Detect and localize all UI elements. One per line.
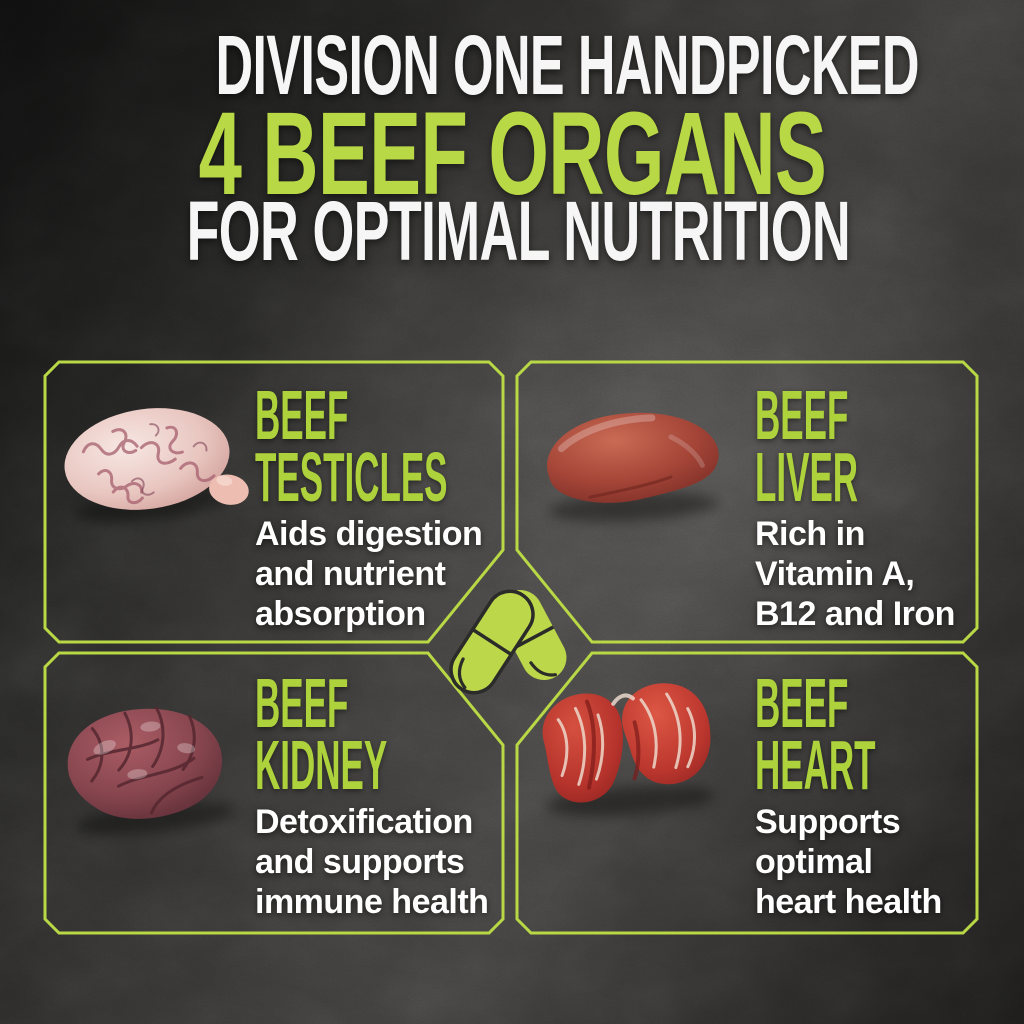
heading-line: KIDNEY xyxy=(255,726,388,804)
description-line: Rich in xyxy=(755,515,865,553)
panel-description-beef-heart: Supports optimal heart health xyxy=(755,802,1015,922)
description-line: B12 and Iron xyxy=(755,595,955,633)
description-line: and nutrient xyxy=(255,555,446,593)
capsule-pills-icon xyxy=(449,589,567,695)
panel-border-beef-testicles xyxy=(43,360,505,644)
panel-heading-beef-liver: BEEF LIVER xyxy=(755,376,1015,516)
description-line: Aids digestion xyxy=(255,515,483,553)
panel-border-beef-kidney xyxy=(43,651,505,935)
description-line: and supports xyxy=(255,843,465,881)
panel-heading-beef-kidney: BEEF KIDNEY xyxy=(255,664,515,804)
description-line: absorption xyxy=(255,595,426,633)
title-line-1: DIVISION ONE HANDPICKED xyxy=(215,18,920,112)
description-line: Detoxification xyxy=(255,803,473,841)
panel-beef-heart-copy: BEEF HEART Supports optimal heart health xyxy=(755,664,1015,922)
panel-border-beef-heart xyxy=(515,651,979,935)
description-line: immune health xyxy=(255,883,489,921)
panel-heading-beef-heart: BEEF HEART xyxy=(755,664,1015,804)
description-line: heart health xyxy=(755,883,942,921)
description-line: optimal xyxy=(755,843,873,881)
heading-line: HEART xyxy=(755,726,876,804)
beef-testicle-photo xyxy=(64,408,249,523)
heading-line: BEEF xyxy=(255,376,349,454)
heading-line: TESTICLES xyxy=(255,438,448,516)
panel-border-beef-liver xyxy=(515,360,979,644)
heading-line: BEEF xyxy=(755,376,849,454)
description-line: Supports xyxy=(755,803,901,841)
beef-kidney-photo xyxy=(67,706,236,835)
beef-liver-photo xyxy=(547,412,720,522)
panel-beef-testicles-copy: BEEF TESTICLES Aids digestion and nutrie… xyxy=(255,376,515,634)
panel-description-beef-testicles: Aids digestion and nutrient absorption xyxy=(255,514,515,634)
panel-description-beef-liver: Rich in Vitamin A, B12 and Iron xyxy=(755,514,1015,634)
heading-line: LIVER xyxy=(755,438,859,516)
heading-line: BEEF xyxy=(255,664,349,742)
heading-line: BEEF xyxy=(755,664,849,742)
title-line-3: FOR OPTIMAL NUTRITION xyxy=(186,184,851,278)
beef-heart-photo xyxy=(542,683,714,817)
panel-beef-liver-copy: BEEF LIVER Rich in Vitamin A, B12 and Ir… xyxy=(755,376,1015,634)
panel-borders xyxy=(43,360,979,935)
description-line: Vitamin A, xyxy=(755,555,915,593)
panel-beef-kidney-copy: BEEF KIDNEY Detoxification and supports … xyxy=(255,664,515,922)
title-line-2: 4 BEEF ORGANS xyxy=(198,88,826,220)
panel-heading-beef-testicles: BEEF TESTICLES xyxy=(255,376,515,516)
panel-description-beef-kidney: Detoxification and supports immune healt… xyxy=(255,802,515,922)
